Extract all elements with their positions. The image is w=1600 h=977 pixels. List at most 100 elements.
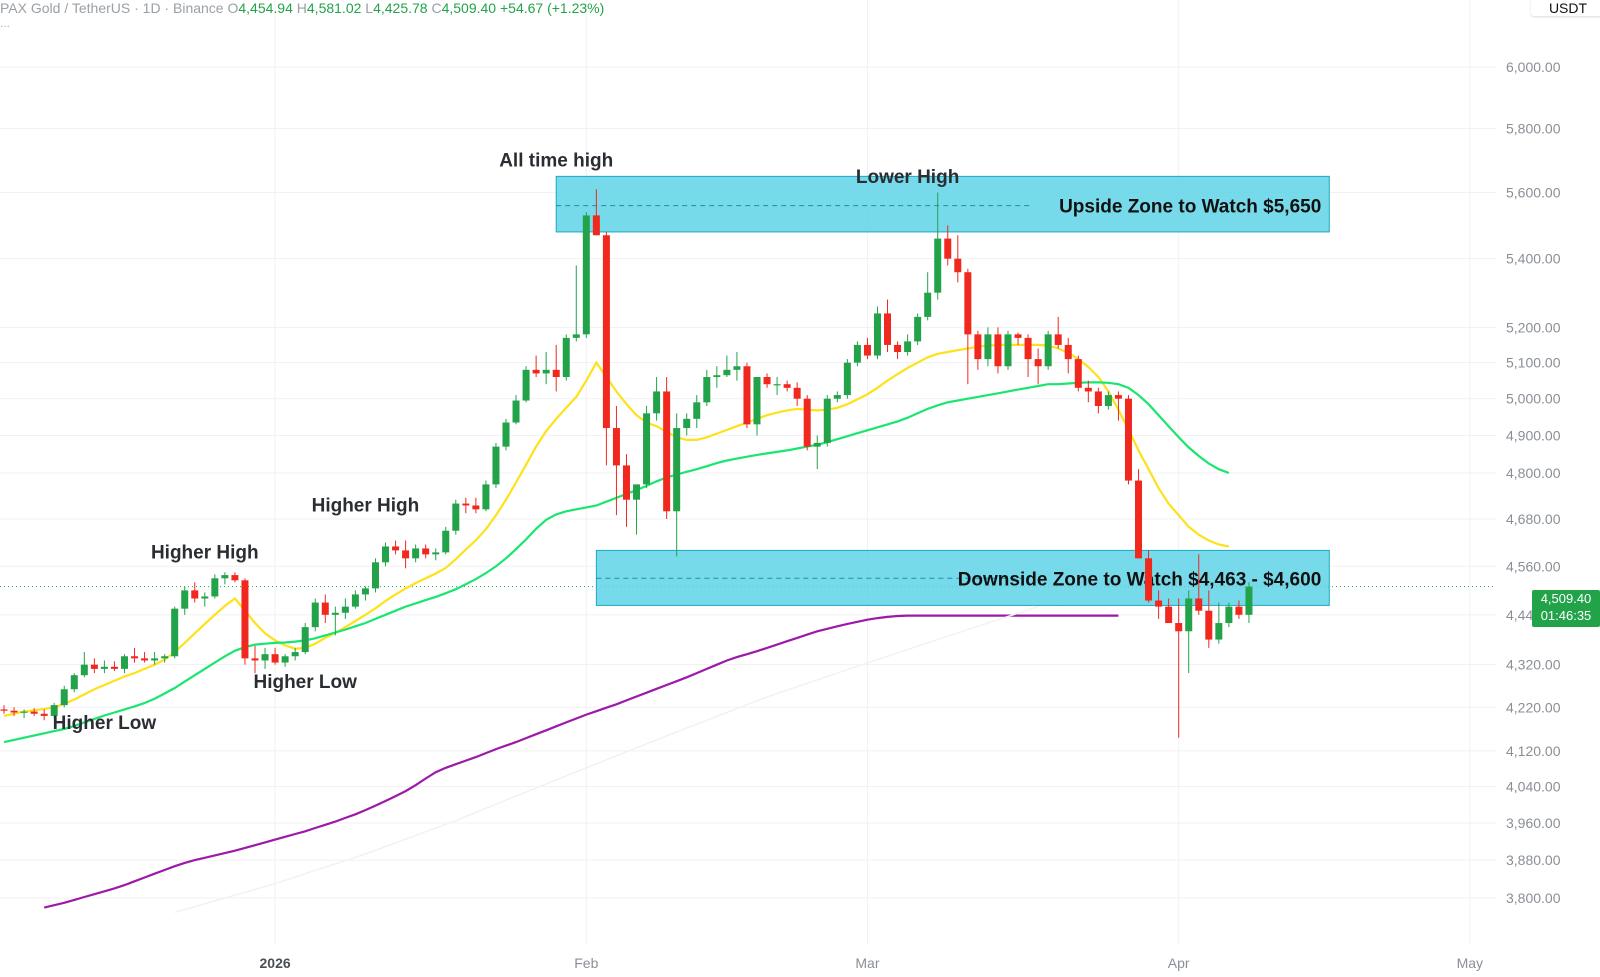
low-label: L <box>365 0 374 16</box>
candle <box>1175 598 1183 738</box>
candle-body <box>1155 600 1163 607</box>
candle-body <box>0 709 8 711</box>
candle-body <box>914 316 922 342</box>
candle <box>432 548 440 561</box>
zones: Upside Zone to Watch $5,650 Downside Zone… <box>555 175 1330 606</box>
candle-body <box>1024 337 1032 360</box>
candle <box>442 526 450 555</box>
candle-body <box>863 344 871 356</box>
candle <box>582 212 590 338</box>
close-label: C <box>431 0 442 16</box>
price-tick-label: 5,000.00 <box>1506 391 1561 407</box>
candle-body <box>70 675 78 690</box>
candle-body <box>512 400 520 423</box>
candle <box>1094 387 1102 414</box>
candle <box>291 647 299 661</box>
candle <box>311 598 319 632</box>
candle-body <box>783 384 791 388</box>
ma-line-3 <box>43 614 1119 909</box>
candle-body <box>984 334 992 360</box>
candle <box>542 352 550 385</box>
candle <box>1215 602 1223 644</box>
candle-body <box>1064 344 1072 360</box>
candle-body <box>351 594 359 607</box>
candle <box>80 652 88 678</box>
candle <box>141 652 149 663</box>
candle <box>653 377 661 421</box>
candle-body <box>271 654 279 663</box>
candle-body <box>361 588 369 595</box>
legend-more[interactable]: ... <box>0 16 11 30</box>
candle-body <box>653 391 661 414</box>
currency-button[interactable]: USDT <box>1531 0 1600 16</box>
candle-body <box>462 503 470 506</box>
candle <box>1145 550 1153 603</box>
annotation-label: Lower High <box>856 167 959 188</box>
candle <box>20 709 28 719</box>
candle <box>281 654 289 667</box>
annotation-label: Higher Low <box>53 713 157 734</box>
current-price-label: 4,509.40 <box>1540 591 1592 606</box>
candle <box>1135 469 1143 559</box>
candle <box>944 225 952 266</box>
candle <box>1225 602 1233 628</box>
price-tick-label: 4,220.00 <box>1506 699 1561 715</box>
candle-body <box>181 590 189 609</box>
candle <box>422 544 430 559</box>
candle-body <box>502 422 510 447</box>
candles <box>0 189 1253 738</box>
candle <box>482 480 490 512</box>
candle-body <box>1124 398 1132 481</box>
candle-body <box>1104 395 1112 406</box>
price-tick-label: 5,600.00 <box>1506 185 1561 201</box>
candle-body <box>392 546 400 551</box>
candle <box>773 377 781 396</box>
candle <box>873 306 881 360</box>
candle <box>703 369 711 406</box>
candle <box>673 413 681 557</box>
annotation-label: All time high <box>499 151 613 172</box>
candle <box>793 382 801 406</box>
candle-body <box>693 402 701 419</box>
candle <box>763 373 771 388</box>
time-tick-label: 2026 <box>260 955 291 971</box>
candle <box>643 405 651 489</box>
candle <box>462 497 470 514</box>
candle <box>161 654 169 663</box>
candle-body <box>994 334 1002 367</box>
high-value: 4,581.02 <box>306 0 362 16</box>
candle-body <box>211 578 219 597</box>
candle <box>70 673 78 693</box>
candle-body <box>643 413 651 485</box>
candle-body <box>833 395 841 399</box>
candle-body <box>382 546 390 563</box>
candle <box>813 435 821 470</box>
candle-body <box>723 369 731 376</box>
candle <box>522 366 530 403</box>
zone-box-1 <box>555 175 1330 233</box>
zone-label-2: Downside Zone to Watch $4,463 - $4,600 <box>958 569 1322 590</box>
candle-body <box>633 484 641 500</box>
candle-body <box>1084 387 1092 392</box>
candle-body <box>432 552 440 555</box>
candle <box>271 647 279 665</box>
time-tick-label: Apr <box>1168 955 1190 971</box>
candle-body <box>934 238 942 293</box>
zone-label-1: Upside Zone to Watch $5,650 <box>1059 197 1321 218</box>
candle-body <box>141 658 149 661</box>
candle <box>211 574 219 599</box>
candle <box>402 540 410 569</box>
candle <box>341 598 349 619</box>
candle-body <box>201 596 209 599</box>
symbol-legend: PAX Gold / TetherUS · 1D · Binance O4,45… <box>0 0 604 30</box>
candle-body <box>703 377 711 403</box>
candle <box>914 313 922 345</box>
candle <box>0 705 8 714</box>
candle <box>954 235 962 283</box>
candle-body <box>592 215 600 236</box>
candle <box>321 594 329 624</box>
candle-body <box>1135 480 1143 559</box>
candle-body <box>100 666 108 669</box>
annotation-label: Higher Low <box>253 672 357 693</box>
